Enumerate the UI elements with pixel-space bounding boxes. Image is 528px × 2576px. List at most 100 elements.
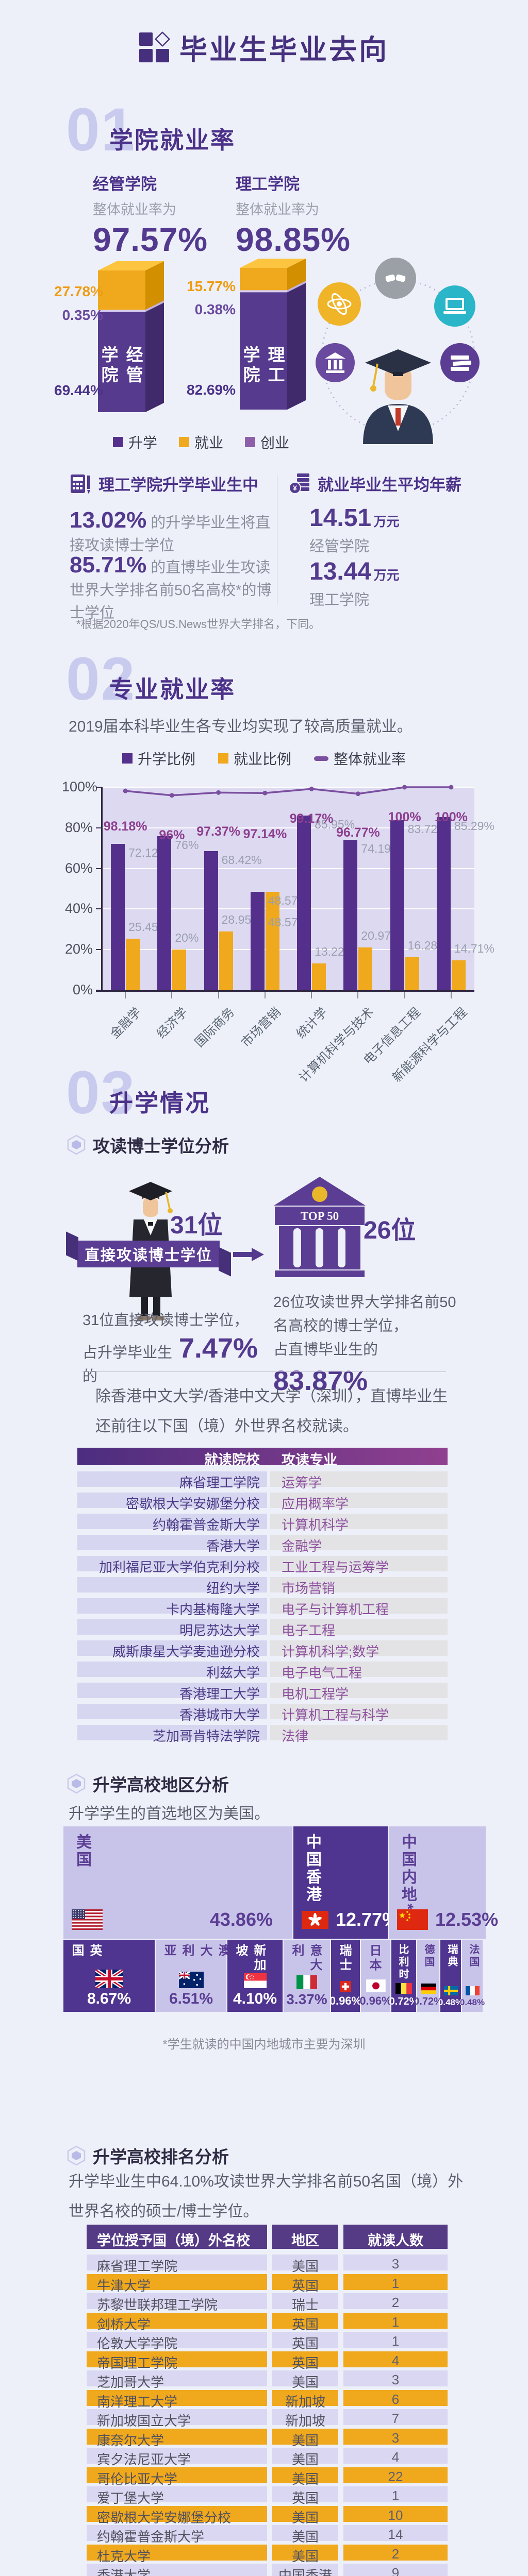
flag-se-icon [443,1986,458,1995]
table-cell-school: 新加坡国立大学 [87,2409,267,2429]
bar-further-rate [343,839,358,990]
table-cell-school: 约翰霍普金斯大学 [77,1514,267,1533]
gridline [102,827,474,828]
y-axis-tick [96,949,102,951]
college-rate-label: 整体就业率为 [93,202,176,217]
table-cell-region: 中国香港 [272,2564,338,2576]
table-row: 香港大学 金融学 [77,1535,448,1554]
region-percent: 8.67% [87,1990,131,2007]
stat-block-salary: ¥ 就业毕业生平均年薪 [289,472,474,495]
flag-be-icon [395,1983,412,1994]
salary-value: 13.44 [309,558,372,585]
bar-further-rate [157,836,172,990]
region-cell-bottom: 12.77% [302,1909,399,1930]
table-cell-major: 电子与计算机工程 [270,1598,448,1617]
x-axis-category-label: 市场营销 [238,1005,284,1050]
region-percent: 0.96% [329,1994,362,2007]
region-name: 瑞典 [446,1944,457,1969]
college-name: 理工学院 [236,175,300,193]
bar-college-name: 理工 学院 [241,346,285,386]
region-name: 比利时 [397,1944,408,1981]
bar-employ-rate [405,957,419,990]
region-percent: 3.37% [286,1991,327,2007]
table-cell-count: 4 [343,2448,448,2465]
table-cell-region: 英国 [272,2332,338,2351]
table-cell-school: 加利福尼亚大学伯克利分校 [77,1556,267,1575]
table-cell-count: 22 [343,2467,448,2484]
region-name: 日本 [367,1944,381,1973]
table-cell-school: 明尼苏达大学 [77,1619,267,1638]
region-percent: 12.53% [435,1909,499,1930]
table-cell-school: 香港大学 [87,2564,267,2576]
table-cell-count: 1 [343,2312,448,2330]
subheading-region-analysis: 升学高校地区分析 [67,1771,229,1796]
bar-label-further: 82.69% [187,382,236,398]
table-cell-school: 帝国理工学院 [87,2351,267,2371]
treemap-cell-hk: 中国香港 12.77% [293,1826,399,1939]
flag-cn-icon [397,1909,428,1930]
column-header: 学位授予国（境）外名校 [87,2225,267,2249]
ranking-paragraph: 升学毕业生中64.10%攻读世界大学排名前50名国（境）外世界名校的硕士/博士学… [69,2173,464,2220]
table-cell-region: 英国 [272,2274,338,2294]
flag-hk-icon [302,1910,328,1929]
gridline [102,868,474,869]
table-row: 威斯康星大学麦迪逊分校 计算机科学;数学 [77,1640,448,1659]
table-row: 杜克大学 美国 2 [87,2544,448,2564]
legend-marker-icon [314,756,328,761]
bar-further-rate [111,843,125,990]
region-name: 中国内地* [399,1834,416,1912]
hexagon-bullet-icon [67,2145,86,2166]
treemap-cell-be: 比利时 0.72% [389,1940,418,2012]
flag-ch-icon [340,1981,351,1992]
table-row: 约翰霍普金斯大学 美国 14 [87,2525,448,2545]
treemap-cell-se: 瑞典 0.48% [438,1940,463,2012]
table-cell-region: 瑞士 [272,2293,338,2313]
phd-school-table-header: 就读院校 攻读专业 [77,1448,448,1468]
column-header: 攻读专业 [282,1452,337,1468]
table-cell-region: 英国 [272,2312,338,2332]
x-axis-tick [311,992,312,998]
legend-item: 创业 [245,432,289,452]
subheading-text: 攻读博士学位分析 [93,1137,229,1156]
x-axis-category-label: 统计学 [294,1005,331,1041]
table-cell-region: 美国 [272,2448,338,2467]
count-direct-phd: 31位 [170,1212,223,1239]
region-treemap: 美国 43.86% 中国香港 12.77% 中国内地* 12.53% 英国 8.67% 澳大利亚… [63,1826,498,2012]
bar-employ-rate [312,963,326,990]
atom-icon [327,293,352,315]
column-header: 就读院校 [204,1452,260,1468]
legend-label: 就业比例 [233,751,291,767]
legend-marker-icon [112,437,123,447]
table-cell-major: 工业工程与运筹学 [270,1556,448,1575]
table-cell-count: 4 [343,2351,448,2368]
line-value-label: 96.77% [336,825,380,840]
table-row: 康奈尔大学 美国 3 [87,2428,448,2448]
section-03-number: 03 [66,1059,136,1127]
bar-further-rate [436,817,451,990]
table-cell-region: 英国 [272,2351,338,2371]
bar-value-label: 85.95% [315,818,355,832]
bar-label-employ: 27.78% [54,283,103,299]
subheading-ranking-analysis: 升学高校排名分析 [67,2143,229,2168]
table-row: 纽约大学 市场营销 [77,1577,448,1596]
region-name: 英国 [70,1944,102,1958]
region-percent: 6.51% [169,1990,213,2007]
region-percent: 4.10% [233,1990,277,2007]
table-row: 宾夕法尼亚大学 美国 4 [87,2448,448,2467]
bar-employ-rate [358,947,373,990]
table-cell-count: 10 [343,2505,448,2523]
stat-percent: 85.71% [70,552,147,578]
treemap-cell-cn: 中国内地* 12.53% [389,1826,498,1939]
x-axis-tick [404,992,405,998]
table-row: 明尼苏达大学 电子工程 [77,1619,448,1638]
stat-text: 的直博毕业生攻读世界大学排名前50名高校*的博士学位 [70,560,272,621]
y-axis-tick [96,868,102,869]
y-axis-tick [96,827,102,828]
region-name: 新加坡 [234,1944,266,1973]
table-row: 伦敦大学学院 英国 1 [87,2332,448,2351]
table-row: 帝国理工学院 英国 4 [87,2351,448,2371]
treemap-cell-jp: 日本 0.96% [359,1940,392,2012]
treemap-cell-fr: 法国 0.48% [460,1940,485,2012]
table-cell-region: 美国 [272,2525,338,2545]
ranking-table: 麻省理工学院 美国 3 牛津大学 英国 1 苏黎世联邦理工学院 瑞士 2 剑桥大学 英国 1 伦敦大学学… [87,2255,448,2576]
